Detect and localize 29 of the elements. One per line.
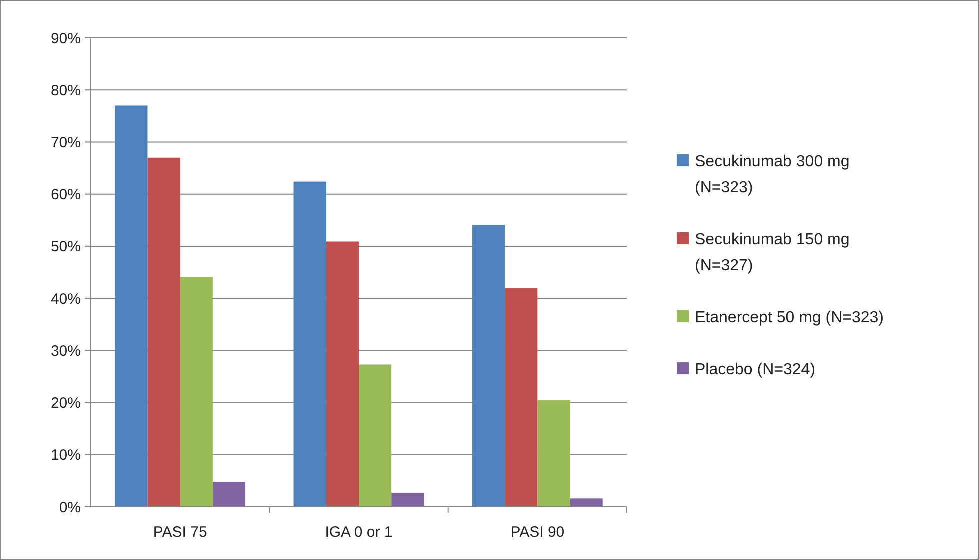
y-tick-label: 40% xyxy=(50,290,81,308)
bar xyxy=(538,400,570,507)
y-tick-label: 70% xyxy=(50,134,81,152)
y-tick-label: 20% xyxy=(50,395,81,412)
x-tick-label: IGA 0 or 1 xyxy=(325,524,393,541)
bar xyxy=(212,482,246,507)
bar xyxy=(570,498,603,507)
bar xyxy=(359,364,392,507)
y-tick-label: 60% xyxy=(50,186,81,204)
legend-label: Secukinumab 150 mg (N=327) xyxy=(695,232,850,274)
legend-label: Placebo (N=324) xyxy=(695,362,816,378)
x-tick-label: PASI 90 xyxy=(510,524,565,541)
y-tick-label: 90% xyxy=(50,30,81,48)
bar xyxy=(326,242,359,507)
bar xyxy=(115,106,148,507)
bar xyxy=(505,288,538,507)
legend-label: Etanercept 50 mg (N=323) xyxy=(695,310,884,326)
legend-label: Secukinumab 300 mg (N=323) xyxy=(695,154,850,196)
y-tick-label: 30% xyxy=(50,342,81,360)
bar xyxy=(148,158,180,507)
bar xyxy=(180,277,213,507)
bar xyxy=(294,182,326,507)
bar xyxy=(392,492,424,507)
y-tick-label: 80% xyxy=(50,82,81,100)
y-tick-label: 50% xyxy=(50,238,81,256)
x-tick-label: PASI 75 xyxy=(153,524,208,541)
bar xyxy=(472,225,506,507)
y-tick-label: 10% xyxy=(50,447,81,464)
y-tick-label: 0% xyxy=(59,499,81,516)
